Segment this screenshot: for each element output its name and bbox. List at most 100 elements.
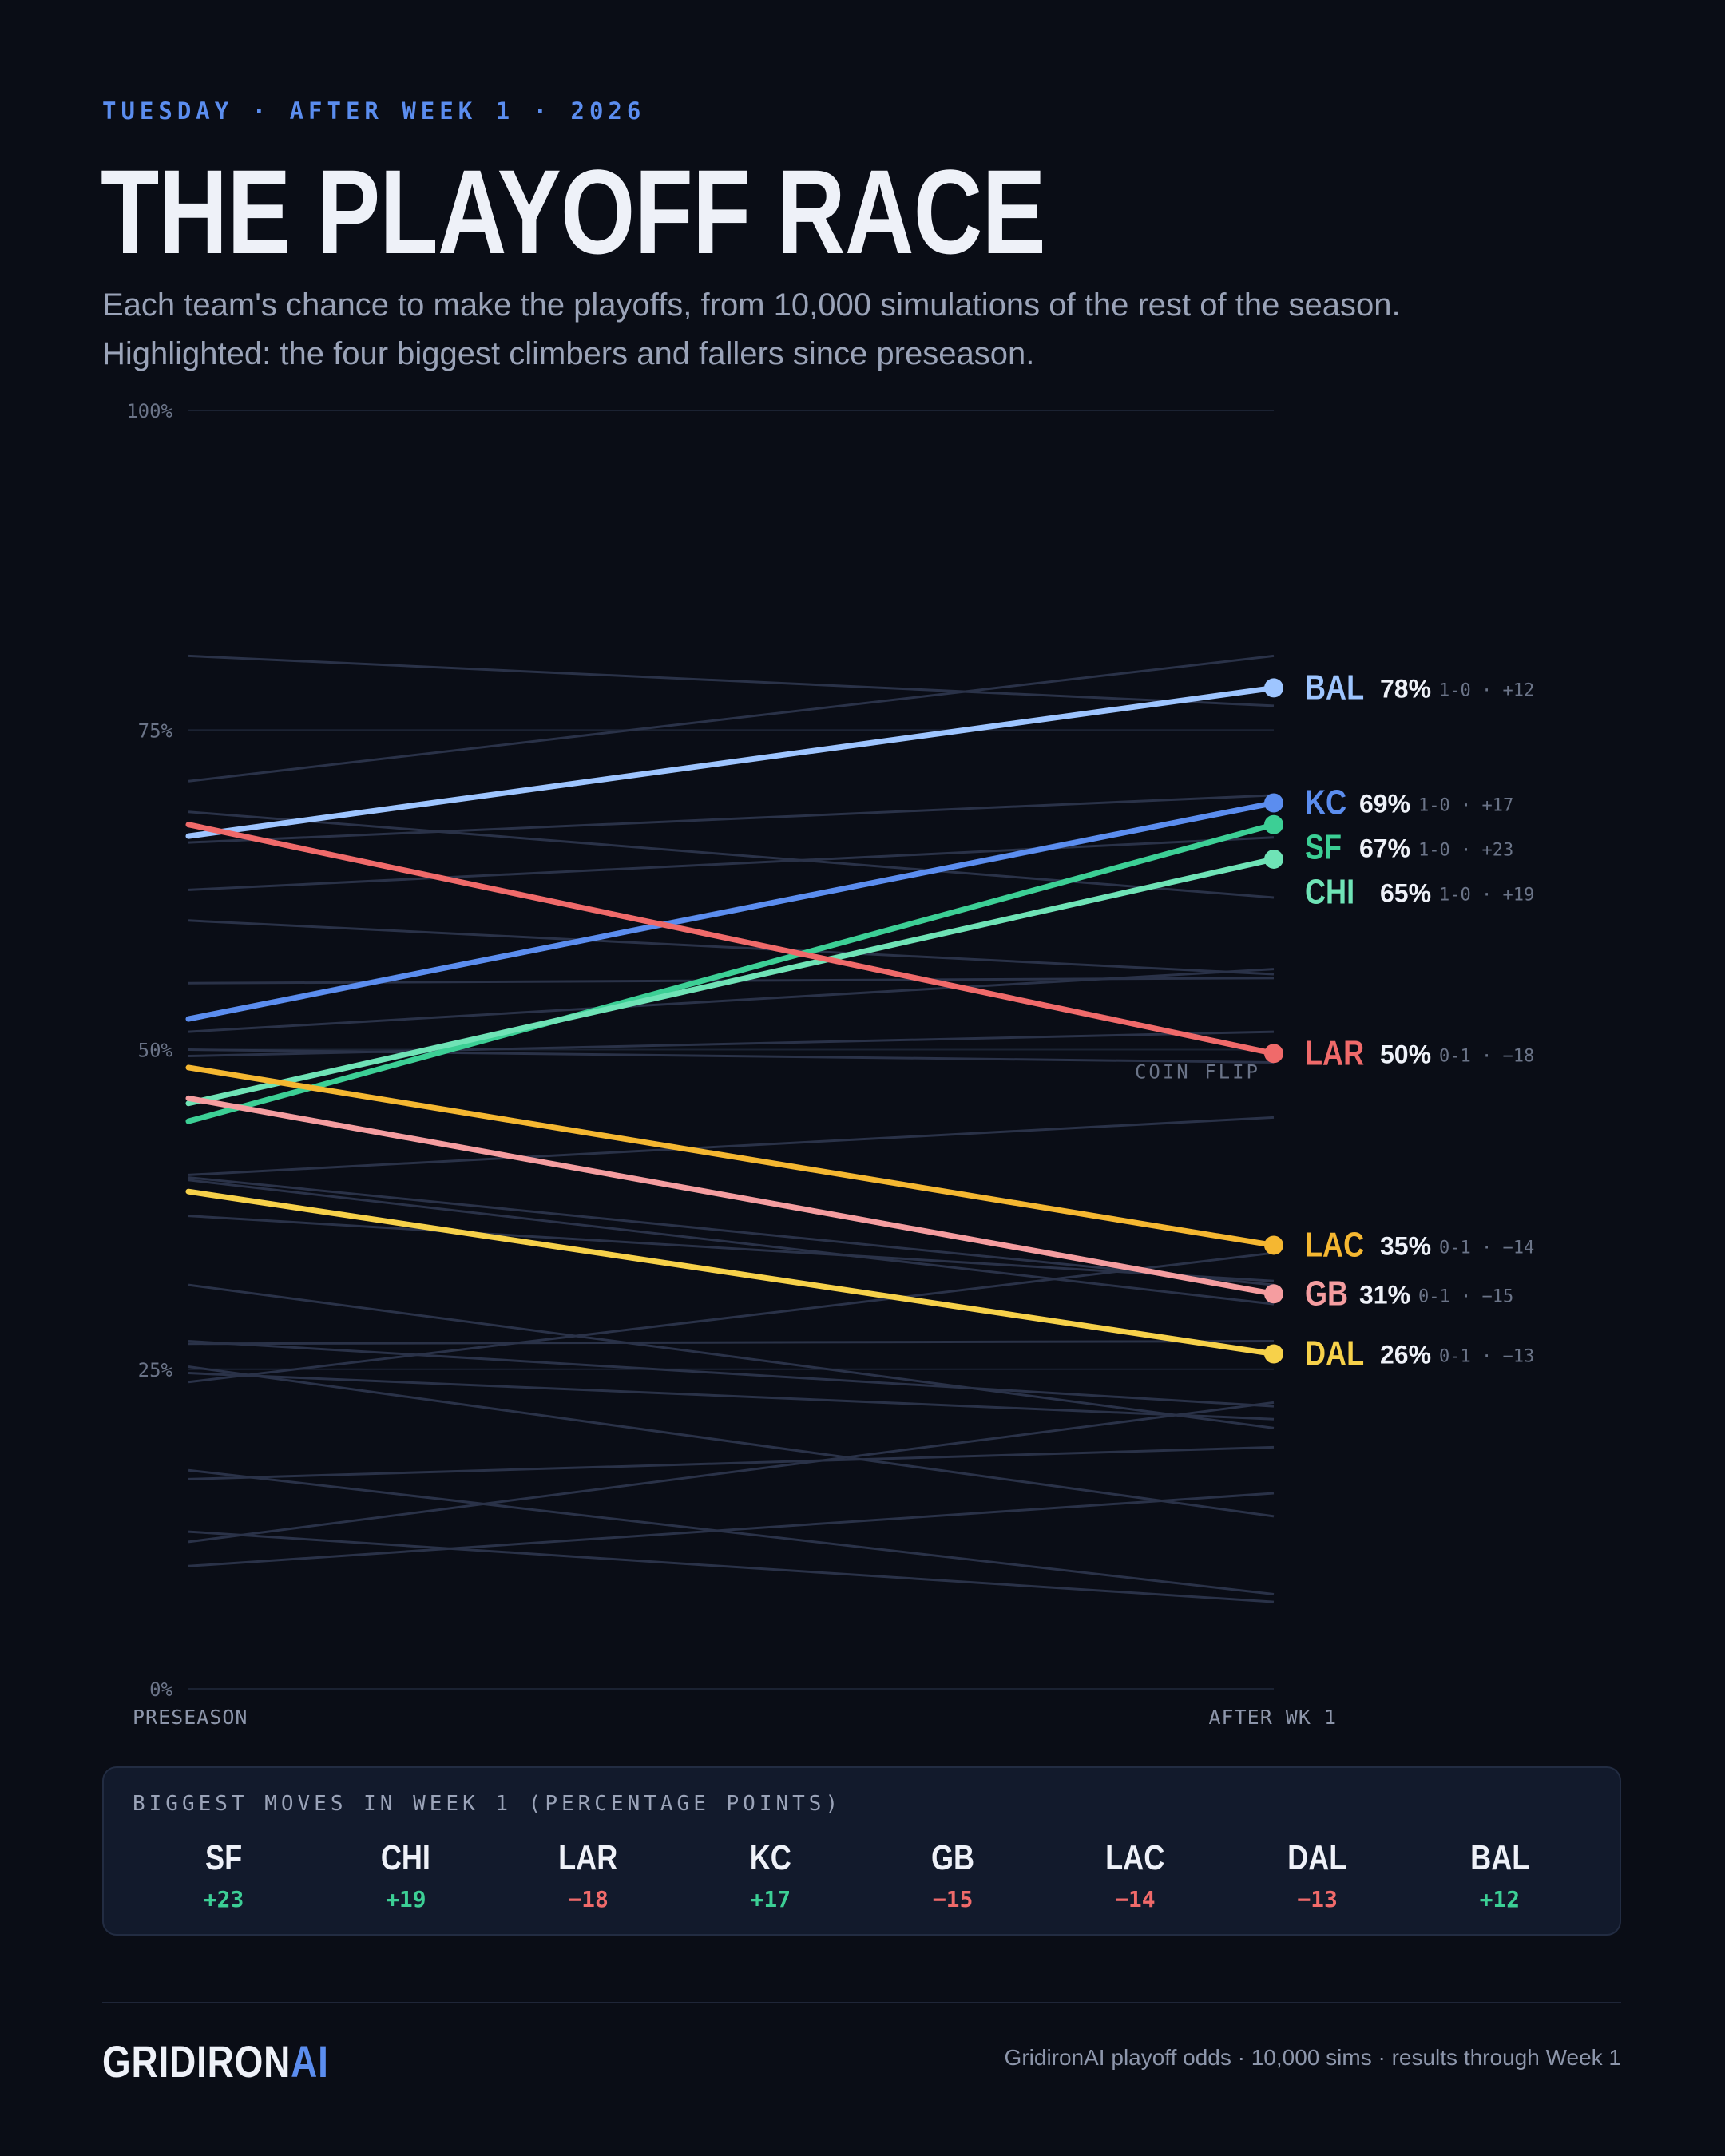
series-label-record: 0-1 · −15	[1418, 1286, 1513, 1306]
background-team-line	[188, 1283, 1275, 1429]
brand-logo: GRIDIRONAI	[102, 2035, 329, 2087]
series-line-chi	[185, 856, 1277, 1107]
background-team-line	[188, 1468, 1275, 1596]
background-team-line	[188, 1340, 1275, 1408]
background-team-line	[188, 1372, 1275, 1421]
series-label-team: BAL	[1305, 668, 1364, 707]
move-delta: −15	[932, 1886, 974, 1912]
background-team-line	[188, 1116, 1275, 1176]
background-team-line	[188, 1179, 1275, 1306]
biggest-moves-title: BIGGEST MOVES IN WEEK 1 (PERCENTAGE POIN…	[133, 1792, 843, 1816]
y-tick-label: 25%	[138, 1359, 173, 1381]
x-tick-label: AFTER WK 1	[1208, 1706, 1337, 1729]
move-delta: +23	[203, 1886, 244, 1912]
series-label-record: 1-0 · +23	[1418, 841, 1513, 861]
background-team-line	[188, 1340, 1275, 1346]
background-team-line	[188, 1030, 1275, 1058]
background-team-line	[188, 836, 1275, 891]
series-label-team: LAC	[1305, 1225, 1364, 1264]
y-tick-label: 0%	[149, 1678, 172, 1701]
series-label-record: 0-1 · −14	[1439, 1238, 1534, 1258]
background-team-line	[188, 1530, 1275, 1603]
move-item-dal: DAL −13	[1227, 1838, 1409, 1912]
series-line-lar	[185, 822, 1277, 1056]
move-delta: −13	[1297, 1886, 1338, 1912]
series-label-team: GB	[1305, 1274, 1348, 1313]
background-team-line	[188, 1215, 1275, 1282]
logo-main: GRIDIRON	[102, 2036, 291, 2087]
background-team-line	[188, 654, 1275, 783]
biggest-moves-list: SF +23 CHI +19 LAR −18 KC +17 GB −15 LAC −14 DAL −13 B…	[133, 1838, 1591, 1912]
series-label-chi: CHI 65% 1-0 · +19	[1305, 872, 1534, 911]
series-label-pct: 65%	[1380, 879, 1431, 908]
background-team-line	[188, 1251, 1275, 1384]
background-team-line	[188, 810, 1275, 899]
background-team-line	[188, 1365, 1275, 1518]
background-team-line	[188, 1401, 1275, 1544]
subtitle: Each team's chance to make the playoffs,…	[102, 281, 1620, 378]
background-team-line	[188, 794, 1275, 844]
series-label-kc: KC 69% 1-0 · +17	[1305, 783, 1513, 822]
series-label-record: 0-1 · −18	[1439, 1046, 1534, 1066]
y-tick-label: 100%	[126, 400, 172, 422]
move-delta: −18	[568, 1886, 609, 1912]
background-team-line	[188, 919, 1275, 976]
series-line-kc	[185, 800, 1277, 1022]
series-end-dot-sf	[1264, 814, 1283, 834]
source-note: GridironAI playoff odds · 10,000 sims · …	[1004, 2045, 1621, 2070]
playoff-odds-chart: 100% 75% 50% 25% 0% PRESEASON AFTER WK 1 COIN …	[126, 400, 1534, 1729]
move-delta: +17	[750, 1886, 791, 1912]
series-label-pct: 35%	[1380, 1231, 1431, 1260]
move-item-sf: SF +23	[133, 1838, 315, 1912]
series-line-dal	[185, 1188, 1277, 1357]
series-end-dot-lac	[1264, 1235, 1283, 1255]
series-label-pct: 78%	[1380, 674, 1431, 703]
series-end-dot-lar	[1264, 1044, 1283, 1064]
footer-divider	[102, 2002, 1621, 2003]
series-end-dot-dal	[1264, 1344, 1283, 1364]
series-label-record: 1-0 · +19	[1439, 886, 1534, 906]
move-team: GB	[931, 1838, 975, 1877]
move-team: KC	[749, 1838, 791, 1877]
series-end-dot-kc	[1264, 793, 1283, 813]
series-end-dot-chi	[1264, 849, 1283, 869]
series-label-team: SF	[1305, 827, 1342, 866]
series-line-bal	[185, 684, 1277, 839]
series-label-team: LAR	[1305, 1033, 1364, 1072]
series-label-lar: LAR 50% 0-1 · −18	[1305, 1033, 1534, 1072]
move-delta: +19	[386, 1886, 426, 1912]
y-tick-label: 75%	[138, 719, 173, 742]
series-label-team: DAL	[1305, 1334, 1364, 1373]
background-team-line	[188, 1176, 1275, 1286]
subtitle-line-2: Highlighted: the four biggest climbers a…	[102, 336, 1035, 371]
move-item-chi: CHI +19	[315, 1838, 497, 1912]
background-team-line	[188, 1492, 1275, 1567]
move-team: LAR	[558, 1838, 618, 1877]
move-team: CHI	[381, 1838, 431, 1877]
move-team: LAC	[1105, 1838, 1165, 1877]
move-item-gb: GB −15	[862, 1838, 1044, 1912]
move-delta: +12	[1479, 1886, 1521, 1912]
series-label-sf: SF 67% 1-0 · +23	[1305, 827, 1513, 866]
biggest-moves-panel: BIGGEST MOVES IN WEEK 1 (PERCENTAGE POIN…	[102, 1766, 1621, 1936]
background-team-line	[188, 968, 1275, 1033]
background-team-line	[188, 654, 1275, 707]
move-team: SF	[205, 1838, 243, 1877]
series-label-record: 1-0 · +12	[1439, 680, 1534, 700]
move-item-bal: BAL +12	[1409, 1838, 1591, 1912]
x-tick-label: PRESEASON	[133, 1706, 248, 1729]
series-end-dot-gb	[1264, 1284, 1283, 1304]
series-label-dal: DAL 26% 0-1 · −13	[1305, 1334, 1534, 1373]
move-item-lac: LAC −14	[1044, 1838, 1226, 1912]
logo-accent: AI	[291, 2036, 329, 2087]
subtitle-line-1: Each team's chance to make the playoffs,…	[102, 287, 1401, 323]
series-label-team: KC	[1305, 783, 1346, 822]
series-line-sf	[185, 822, 1277, 1124]
series-label-gb: GB 31% 0-1 · −15	[1305, 1274, 1513, 1313]
series-line-gb	[185, 1095, 1277, 1297]
series-label-pct: 67%	[1359, 834, 1410, 863]
series-label-pct: 26%	[1380, 1341, 1431, 1369]
move-item-kc: KC +17	[680, 1838, 862, 1912]
move-item-lar: LAR −18	[498, 1838, 680, 1912]
series-label-record: 1-0 · +17	[1418, 796, 1513, 816]
